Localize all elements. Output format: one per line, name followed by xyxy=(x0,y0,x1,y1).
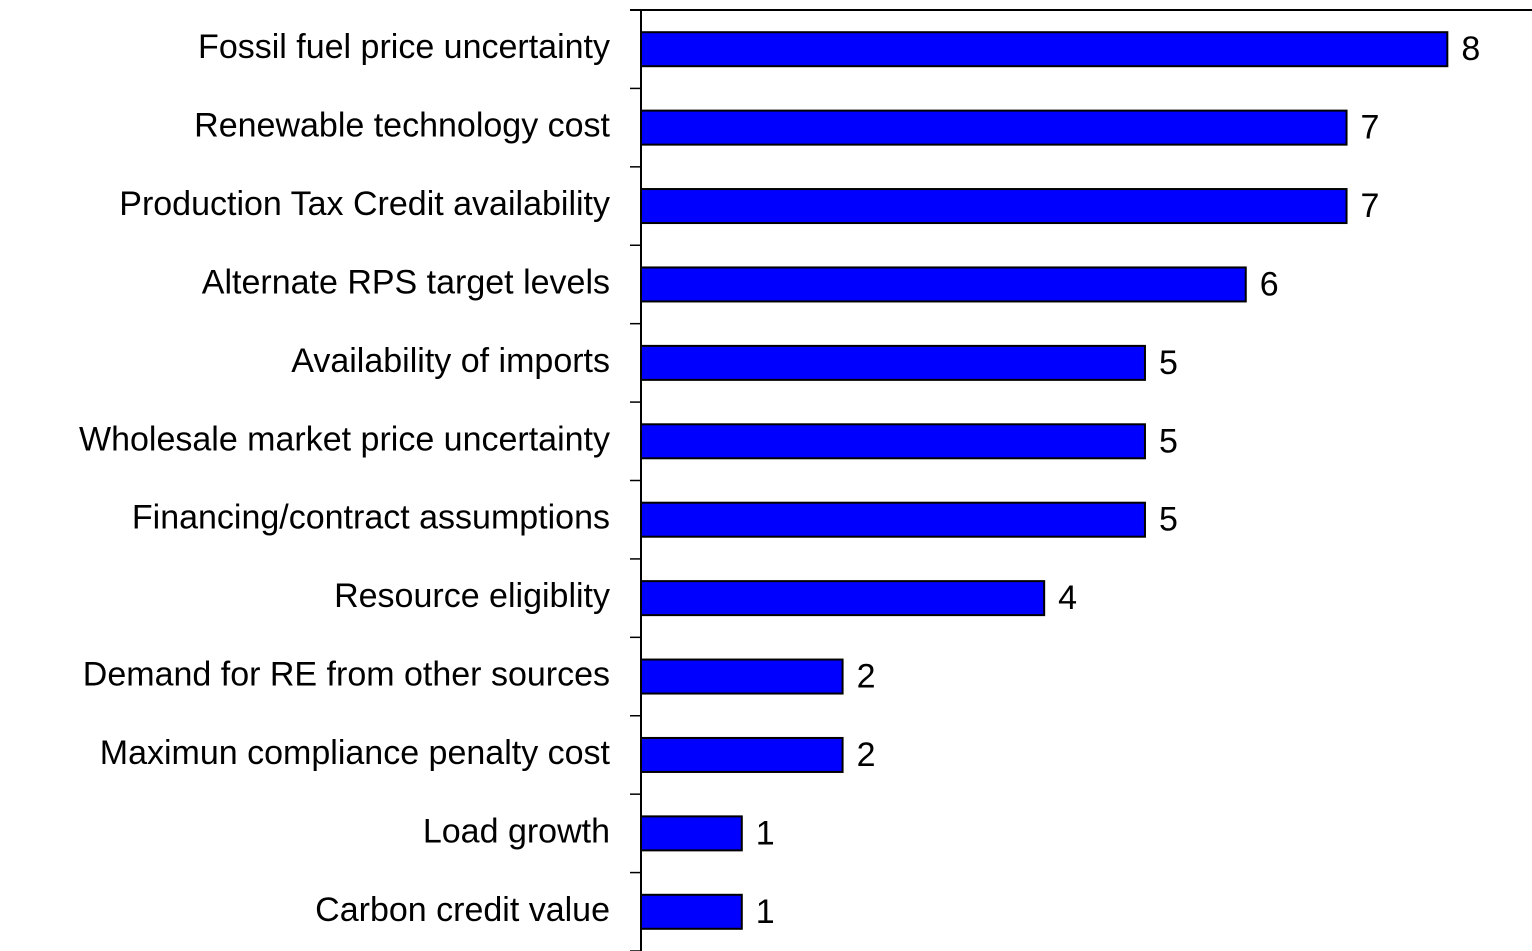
value-label: 5 xyxy=(1159,501,1178,539)
bar xyxy=(640,188,1348,225)
bar xyxy=(640,736,844,773)
value-label: 8 xyxy=(1461,30,1480,68)
y-tick-label: Resource eligiblity xyxy=(334,577,610,615)
value-label: 2 xyxy=(857,736,876,774)
y-tick-label: Load growth xyxy=(423,812,610,850)
bar xyxy=(640,266,1247,303)
value-label: 6 xyxy=(1260,265,1279,303)
value-label: 1 xyxy=(756,814,775,852)
bar xyxy=(640,109,1348,146)
y-tick-label: Maximun compliance penalty cost xyxy=(100,734,611,772)
value-label: 5 xyxy=(1159,344,1178,382)
bar xyxy=(640,580,1046,617)
value-label: 1 xyxy=(756,893,775,931)
bar xyxy=(640,815,743,852)
value-label: 7 xyxy=(1361,109,1380,147)
y-tick-label: Renewable technology cost xyxy=(194,107,610,145)
bar xyxy=(640,31,1449,68)
y-tick-label: Carbon credit value xyxy=(315,891,610,929)
bar xyxy=(640,344,1146,381)
value-label: 2 xyxy=(857,658,876,696)
value-label: 7 xyxy=(1361,187,1380,225)
bar xyxy=(640,893,743,930)
y-tick-label: Demand for RE from other sources xyxy=(83,656,610,694)
value-label: 4 xyxy=(1058,579,1077,617)
y-tick-label: Financing/contract assumptions xyxy=(132,499,610,537)
bar xyxy=(640,423,1146,460)
y-tick-label: Availability of imports xyxy=(291,342,610,380)
y-tick-label: Wholesale market price uncertainty xyxy=(79,420,610,458)
value-label: 5 xyxy=(1159,422,1178,460)
y-tick-label: Production Tax Credit availability xyxy=(119,185,610,223)
bar xyxy=(640,501,1146,538)
y-tick-label: Fossil fuel price uncertainty xyxy=(198,28,610,66)
bar xyxy=(640,658,844,695)
y-tick-label: Alternate RPS target levels xyxy=(202,263,610,301)
